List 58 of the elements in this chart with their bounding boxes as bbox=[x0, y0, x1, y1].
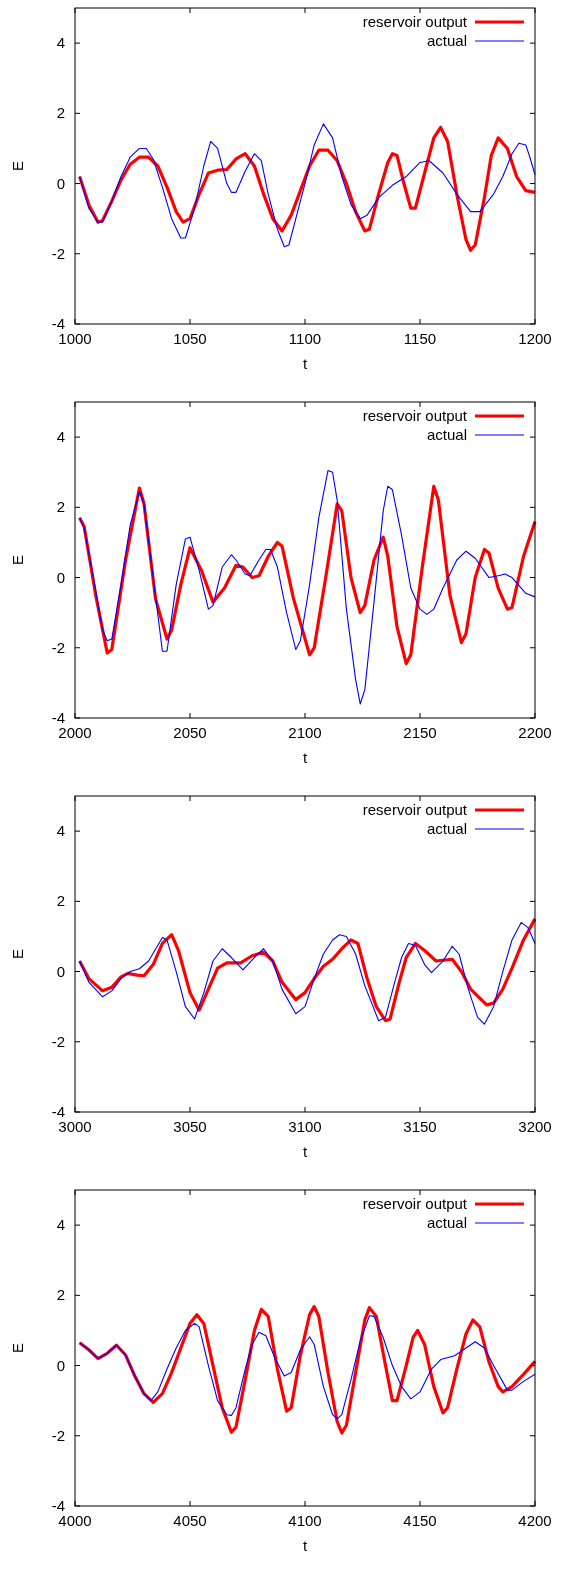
x-tick-label: 3150 bbox=[403, 1118, 437, 1135]
legend-label: actual bbox=[426, 820, 467, 837]
y-tick-label: 0 bbox=[56, 568, 65, 586]
x-tick-label: 2050 bbox=[173, 724, 207, 741]
x-tick-label: 4100 bbox=[288, 1512, 322, 1529]
y-axis-title: E bbox=[9, 1342, 26, 1354]
y-tick-label: -2 bbox=[51, 1032, 65, 1050]
x-tick-label: 2200 bbox=[518, 724, 552, 741]
y-tick-label: 4 bbox=[56, 822, 65, 840]
y-tick-label: 0 bbox=[56, 1356, 65, 1374]
legend-label: reservoir output bbox=[362, 801, 468, 818]
legend-label: reservoir output bbox=[362, 407, 468, 424]
x-tick-label: 1150 bbox=[403, 330, 437, 347]
y-axis-title: E bbox=[9, 554, 26, 566]
y-tick-label: -2 bbox=[51, 638, 65, 656]
line-series bbox=[79, 469, 536, 705]
y-tick-label: 0 bbox=[56, 174, 65, 192]
y-tick-label: 2 bbox=[56, 892, 65, 910]
x-axis-title: t bbox=[302, 749, 308, 766]
y-tick-label: 2 bbox=[56, 104, 65, 122]
legend-label: actual bbox=[426, 426, 467, 443]
x-tick-label: 1000 bbox=[58, 330, 92, 347]
y-axis-title: E bbox=[9, 160, 26, 172]
x-axis-title: t bbox=[302, 1143, 308, 1160]
y-tick-label: 4 bbox=[56, 1216, 65, 1234]
x-tick-label: 2000 bbox=[58, 724, 92, 741]
x-tick-label: 3050 bbox=[173, 1118, 207, 1135]
y-axis-title: E bbox=[9, 948, 26, 960]
y-tick-label: -4 bbox=[51, 315, 65, 332]
x-tick-label: 1050 bbox=[173, 330, 207, 347]
y-tick-label: 0 bbox=[56, 962, 65, 980]
x-tick-label: 2150 bbox=[403, 724, 437, 741]
y-tick-label: -4 bbox=[51, 1103, 65, 1120]
x-tick-label: 3100 bbox=[288, 1118, 322, 1135]
x-tick-label: 1100 bbox=[288, 330, 322, 347]
y-tick-label: -2 bbox=[51, 244, 65, 262]
x-axis-title: t bbox=[302, 1537, 308, 1554]
y-tick-label: -4 bbox=[51, 1497, 65, 1514]
x-tick-label: 1200 bbox=[518, 330, 552, 347]
x-tick-label: 4150 bbox=[403, 1512, 437, 1529]
y-tick-label: -4 bbox=[51, 709, 65, 726]
legend-label: actual bbox=[426, 32, 467, 49]
y-tick-label: 2 bbox=[56, 1286, 65, 1304]
y-tick-label: -2 bbox=[51, 1426, 65, 1444]
line-series bbox=[79, 1315, 536, 1420]
legend-label: reservoir output bbox=[362, 1195, 468, 1212]
x-tick-label: 4000 bbox=[58, 1512, 92, 1529]
y-tick-label: 2 bbox=[56, 498, 65, 516]
x-tick-label: 4200 bbox=[518, 1512, 552, 1529]
x-tick-label: 4050 bbox=[173, 1512, 207, 1529]
y-tick-label: 4 bbox=[56, 34, 65, 52]
legend-label: reservoir output bbox=[362, 13, 468, 30]
x-tick-label: 2100 bbox=[288, 724, 322, 741]
x-tick-label: 3200 bbox=[518, 1118, 552, 1135]
x-tick-label: 3000 bbox=[58, 1118, 92, 1135]
x-axis-title: t bbox=[302, 355, 308, 372]
legend-label: actual bbox=[426, 1214, 467, 1231]
y-tick-label: 4 bbox=[56, 428, 65, 446]
